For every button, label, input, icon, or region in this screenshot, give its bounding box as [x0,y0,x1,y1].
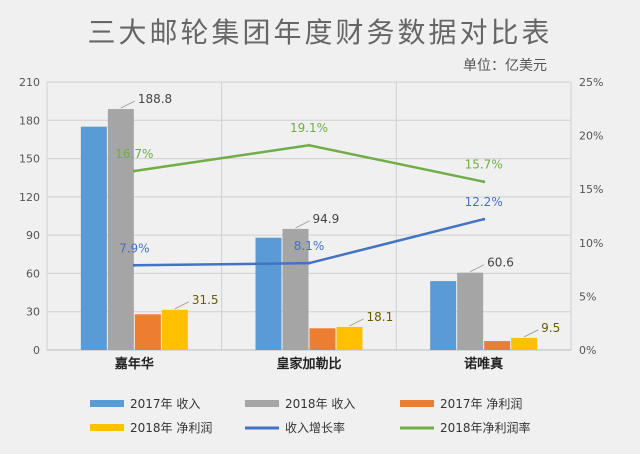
y-left-tick-label: 60 [26,267,40,280]
bar-data-label: 31.5 [192,293,219,307]
legend-label: 2017年 净利润 [440,397,522,411]
line-point [482,217,486,221]
legend-label: 2017年 收入 [130,397,200,411]
line-data-label: 16.7% [115,147,153,161]
line-data-label: 15.7% [465,158,503,172]
data-label-leader [349,318,364,327]
y-left-tick-label: 150 [19,153,40,166]
y-right-tick-label: 0% [579,344,596,357]
y-left-tick-label: 0 [33,344,40,357]
line-point [482,180,486,184]
bar [511,337,538,350]
y-right-tick-label: 5% [579,290,596,303]
bar [430,281,457,350]
bar [161,309,188,350]
x-tick-label: 嘉年华 [114,356,154,372]
y-left-tick-label: 210 [19,76,40,89]
line-data-label: 19.1% [290,121,328,135]
bar [282,228,309,350]
line-data-label: 7.9% [119,241,150,255]
chart-title: 三大邮轮集团年度财务数据对比表 [87,16,552,49]
line-point [132,263,136,267]
legend-label: 2018年 收入 [285,397,355,411]
legend-label: 2018年 净利润 [130,421,212,435]
bar [80,126,107,351]
bar [255,237,282,350]
data-label-leader [120,100,136,109]
legend-swatch [90,400,124,407]
y-left-tick-label: 90 [26,229,40,242]
y-right-tick-label: 10% [579,237,603,250]
y-right-tick-label: 20% [579,130,603,143]
plot-area [47,82,571,350]
legend-swatch [90,424,124,431]
unit-note: 单位：亿美元 [463,58,547,74]
bar-data-label: 18.1 [367,310,394,324]
y-left-tick-label: 180 [19,114,40,127]
line-point [132,169,136,173]
legend-label: 收入增长率 [285,420,345,435]
data-label-leader [469,264,485,273]
bar [336,326,363,350]
bar [134,314,161,350]
legend-swatch [245,400,279,407]
bar-data-label: 60.6 [487,256,514,270]
line-point [307,261,311,265]
bar-data-label: 94.9 [313,212,340,226]
bar [484,341,511,350]
legend-swatch [400,400,434,407]
bar-data-label: 188.8 [138,92,172,106]
data-label-leader [523,329,539,338]
y-right-tick-label: 15% [579,183,603,196]
line-data-label: 12.2% [465,195,503,209]
x-tick-label: 诺唯真 [464,356,503,372]
data-label-leader [174,301,190,310]
bar [309,328,336,350]
x-tick-label: 皇家加勒比 [276,356,341,372]
bar [107,109,134,350]
line-point [307,143,311,147]
bar [457,272,484,350]
data-label-leader [295,220,310,229]
bar-data-label: 9.5 [541,321,560,335]
y-left-tick-label: 120 [19,191,40,204]
y-left-tick-label: 30 [26,306,40,319]
y-right-tick-label: 25% [579,76,603,89]
line-data-label: 8.1% [294,239,325,253]
legend-label: 2018年净利润率 [440,420,531,435]
